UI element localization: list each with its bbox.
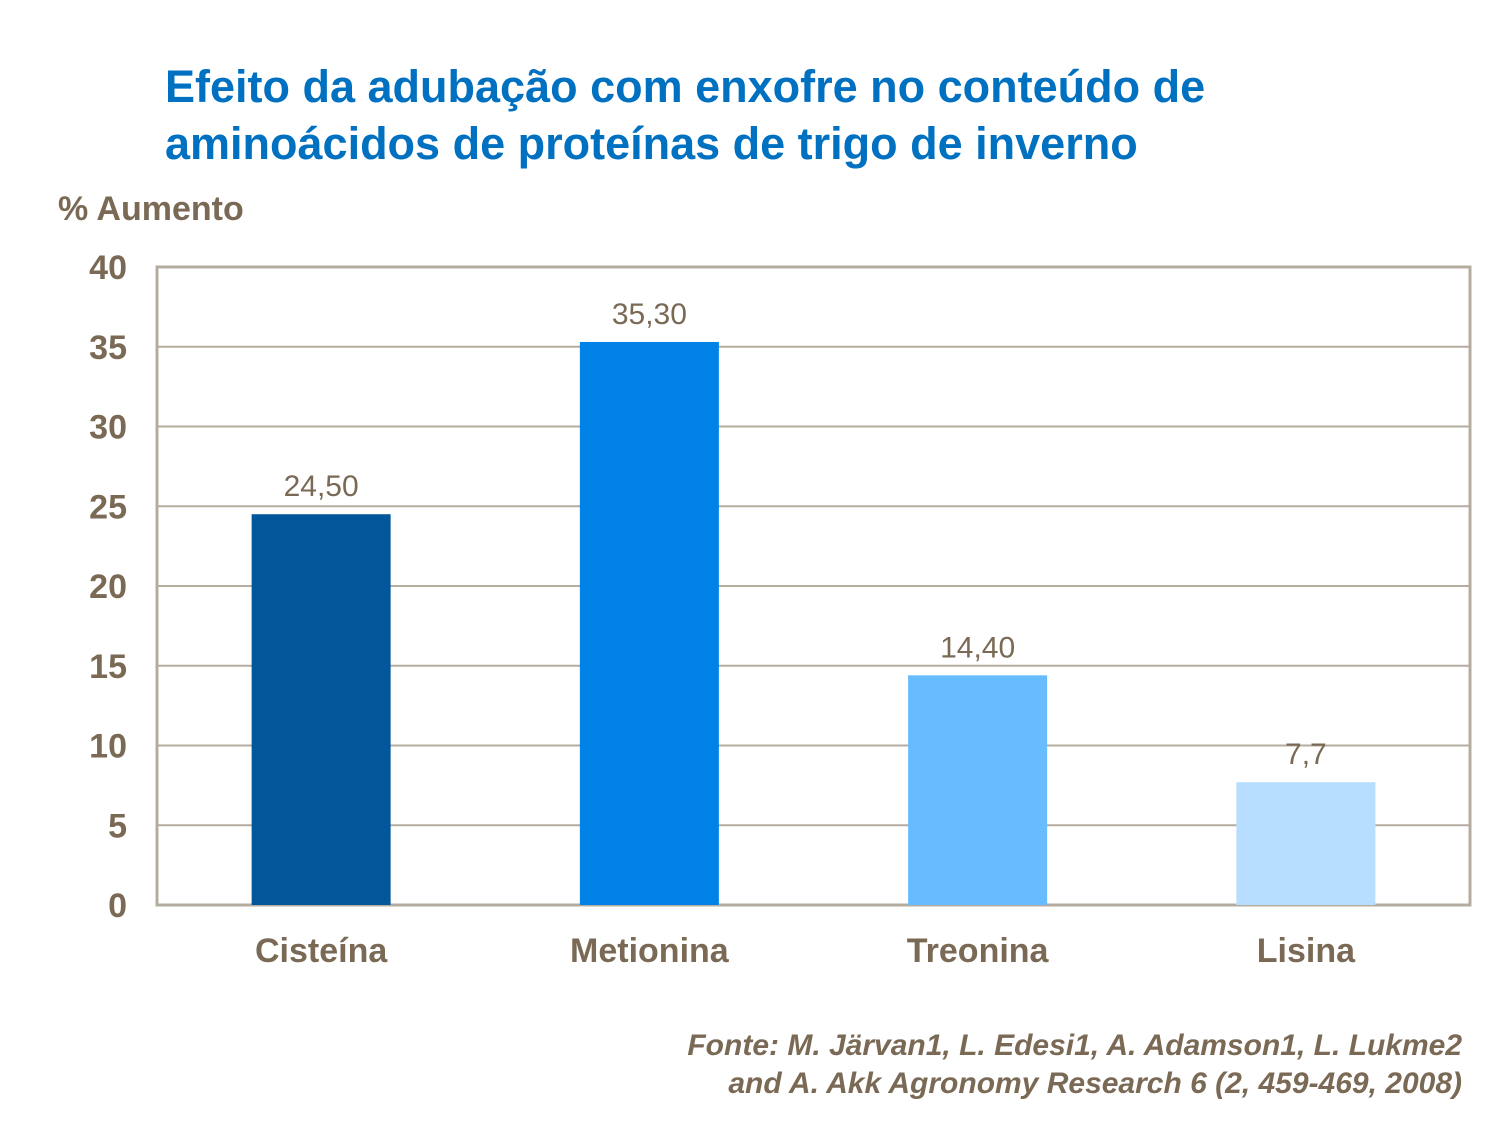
data-label: 35,30 [612, 298, 687, 331]
plot-area-border [155, 265, 1472, 907]
source-line-2: and A. Akk Agronomy Research 6 (2, 459-4… [728, 1067, 1462, 1100]
source-line-1: Fonte: M. Järvan1, L. Edesi1, A. Adamson… [687, 1029, 1462, 1062]
source-note: Fonte: M. Järvan1, L. Edesi1, A. Adamson… [687, 1027, 1462, 1103]
y-tick-label: 30 [89, 409, 127, 447]
y-tick-label: 0 [108, 887, 127, 925]
data-label: 14,40 [940, 631, 1015, 664]
bar-metionina [579, 341, 719, 906]
y-tick-label: 20 [89, 568, 127, 606]
y-tick-label: 40 [89, 249, 127, 287]
x-tick-label: Cisteína [255, 932, 388, 970]
chart-title-line-1: Efeito da adubação com enxofre no conteú… [165, 61, 1206, 112]
y-tick-label: 35 [89, 329, 127, 367]
data-label: 7,7 [1285, 738, 1327, 771]
x-tick-label: Treonina [907, 932, 1050, 970]
y-tick-label: 10 [89, 728, 127, 766]
chart-title: Efeito da adubação com enxofre no conteú… [165, 58, 1205, 172]
y-tick-label: 25 [89, 488, 127, 526]
y-tick-label: 15 [89, 648, 127, 686]
bar-treonina [908, 675, 1048, 905]
y-tick-label: 5 [108, 807, 127, 845]
y-axis-label: % Aumento [58, 190, 244, 228]
bar-lisina [1236, 782, 1376, 905]
x-tick-label: Lisina [1257, 932, 1356, 970]
bar-cisteína [251, 514, 391, 905]
data-label: 24,50 [284, 470, 359, 503]
x-tick-label: Metionina [570, 932, 730, 970]
chart-title-line-2: aminoácidos de proteínas de trigo de inv… [165, 118, 1138, 169]
